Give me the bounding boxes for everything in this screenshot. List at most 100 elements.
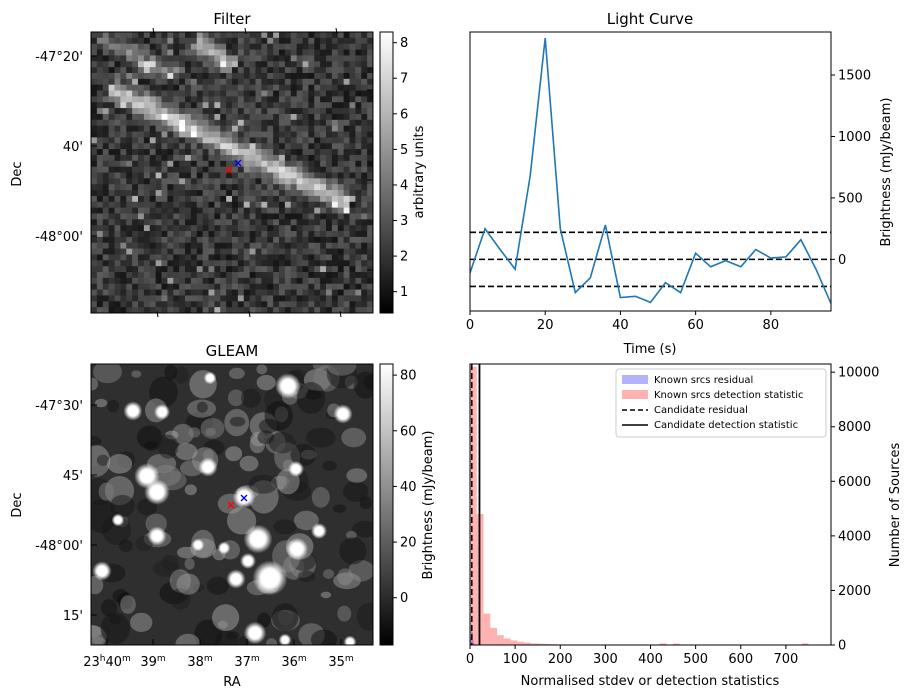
lc-xtick-label: 40	[612, 318, 629, 333]
filter-panel: Filter -47°20' 40' -48°00' Dec 12345678 …	[10, 10, 427, 318]
filter-ylabel: Dec	[10, 161, 25, 186]
histogram-bar	[473, 643, 475, 645]
filter-colorbar-label: arbitrary units	[412, 125, 427, 218]
light-curve-ylabel: Brightness (mJy/beam)	[879, 98, 894, 247]
gleam-frame	[90, 363, 374, 646]
hist-xtick-label: 300	[593, 652, 618, 667]
histogram-bar	[510, 640, 518, 645]
histogram-bar	[470, 366, 477, 645]
hist-xtick-label: 500	[683, 652, 708, 667]
gleam-dec-tick-2: -48°00'	[35, 539, 83, 554]
gleam_panel-cbar-ticklabel: 0	[400, 591, 408, 606]
filter-marker-blue	[234, 159, 242, 167]
filter-dec-tick-2: -48°00'	[35, 230, 83, 245]
filter-dec-tick-0: -47°20'	[35, 50, 83, 65]
hist-ytick-label: 8000	[838, 420, 871, 435]
filter-frame	[90, 31, 374, 314]
hist-ytick-label: 0	[838, 639, 846, 654]
lc-xtick-label: 0	[466, 318, 474, 333]
histogram-bar	[659, 643, 667, 645]
histogram-ylabel: Number of Sources	[888, 443, 903, 568]
gleam-ra-ticks: 23h40m 39m 38m 37m 36m 35m	[83, 654, 353, 670]
filter-dec-tick-1: 40'	[63, 140, 83, 155]
lc-xtick-label: 60	[687, 318, 704, 333]
histogram-bar	[483, 613, 491, 645]
legend-label-residual: Known srcs residual	[654, 375, 753, 386]
lc-ytick-label: 1000	[838, 130, 871, 145]
gleam-ra-ticklabel: 38m	[187, 654, 212, 670]
legend-label-candidate-detection: Candidate detection statistic	[654, 420, 798, 431]
gleam-ra-ticklabel: 35m	[328, 654, 353, 670]
lc-ytick-label: 0	[838, 253, 846, 268]
filter-colorbar-ticks: 1 2 3 4 5 6 7 8	[393, 36, 408, 300]
light-curve-panel: Light Curve 0 20 40 60 80 0 500 1000 1500 Time (…	[466, 10, 894, 357]
lc-xtick-label: 20	[537, 318, 554, 333]
histogram-bar	[673, 643, 680, 645]
gleam-colorbar-ticks: 0 20 40 60 80	[393, 369, 417, 606]
gleam-colorbar-label: Brightness (mJy/beam)	[421, 431, 436, 580]
filter-image	[91, 32, 373, 313]
gleam-dec-tick-3: 15'	[63, 609, 83, 624]
filter_panel-cbar-ticklabel: 2	[400, 250, 408, 265]
histogram-bar	[530, 643, 538, 645]
gleam-ra-ticklabel: 36m	[281, 654, 306, 670]
hist-xtick-label: 200	[548, 652, 573, 667]
gleam-title: GLEAM	[206, 342, 259, 360]
legend-label-detection: Known srcs detection statistic	[654, 390, 803, 401]
histogram-xlabel: Normalised stdev or detection statistics	[521, 674, 780, 689]
legend-swatch-residual	[622, 375, 648, 384]
hist-ytick-label: 10000	[838, 366, 879, 381]
histogram-bar	[517, 641, 525, 645]
hist-xtick-label: 0	[466, 652, 474, 667]
hist-xtick-label: 700	[773, 652, 798, 667]
filter_panel-cbar-ticklabel: 5	[400, 143, 408, 158]
gleam_panel-cbar-ticklabel: 20	[400, 536, 417, 551]
filter_panel-cbar-ticklabel: 8	[400, 36, 408, 51]
histogram-bar	[490, 627, 498, 645]
histogram-bar	[524, 642, 531, 645]
light-curve-frame	[469, 31, 832, 312]
histogram-bar	[537, 643, 545, 645]
filter_panel-cbar-ticklabel: 6	[400, 107, 408, 122]
histogram-bar	[503, 638, 511, 645]
filter-colorbar	[379, 31, 394, 314]
filter_panel-cbar-ticklabel: 4	[400, 178, 408, 193]
hist-ytick-label: 6000	[838, 475, 871, 490]
gleam-ra-ticklabel: 23h40m	[83, 654, 131, 670]
filter_panel-cbar-ticklabel: 1	[400, 285, 408, 300]
filter-marker-red	[225, 166, 233, 174]
lc-ytick-label: 1500	[838, 69, 871, 84]
legend-box	[615, 368, 827, 438]
gleam-dec-tick-1: 45'	[63, 469, 83, 484]
hist-ytick-label: 4000	[838, 529, 871, 544]
light-curve-title: Light Curve	[607, 10, 693, 28]
lc-ytick-label: 500	[838, 191, 863, 206]
histogram-bar	[497, 635, 504, 645]
gleam-xlabel: RA	[223, 675, 241, 690]
histogram-bar	[472, 640, 474, 645]
filter-title: Filter	[213, 10, 251, 28]
gleam-ra-ticklabel: 37m	[234, 654, 259, 670]
light-curve-line	[470, 38, 831, 304]
histogram-legend: Known srcs residual Known srcs detection…	[615, 368, 827, 438]
gleam_panel-cbar-ticklabel: 80	[400, 369, 417, 384]
hist-xtick-label: 400	[638, 652, 663, 667]
filter_panel-cbar-ticklabel: 7	[400, 72, 408, 87]
gleam-ylabel: Dec	[10, 492, 25, 517]
legend-label-candidate-residual: Candidate residual	[654, 405, 748, 416]
histogram-bar	[801, 643, 809, 645]
gleam-marker-blue	[240, 494, 248, 502]
gleam-dec-tick-0: -47°30'	[35, 399, 83, 414]
gleam-marker-red	[227, 501, 235, 509]
hist-xtick-label: 100	[503, 652, 528, 667]
legend-swatch-detection	[622, 390, 648, 399]
gleam-ra-ticklabel: 39m	[140, 654, 165, 670]
gleam_panel-cbar-ticklabel: 60	[400, 424, 417, 439]
gleam-colorbar	[379, 363, 394, 646]
gleam_panel-cbar-ticklabel: 40	[400, 480, 417, 495]
filter_panel-cbar-ticklabel: 3	[400, 214, 408, 229]
hist-ytick-label: 2000	[838, 584, 871, 599]
gleam-panel: GLEAM -47°30' 45' -48°00' 15' Dec 23h40m…	[10, 342, 436, 690]
histogram-bar	[544, 643, 552, 645]
